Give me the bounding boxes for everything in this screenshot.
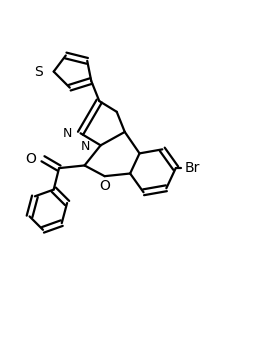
Text: N: N xyxy=(81,140,91,153)
Text: N: N xyxy=(62,127,72,140)
Text: O: O xyxy=(99,179,110,193)
Text: Br: Br xyxy=(184,161,199,175)
Text: S: S xyxy=(35,65,43,78)
Text: O: O xyxy=(25,152,36,166)
